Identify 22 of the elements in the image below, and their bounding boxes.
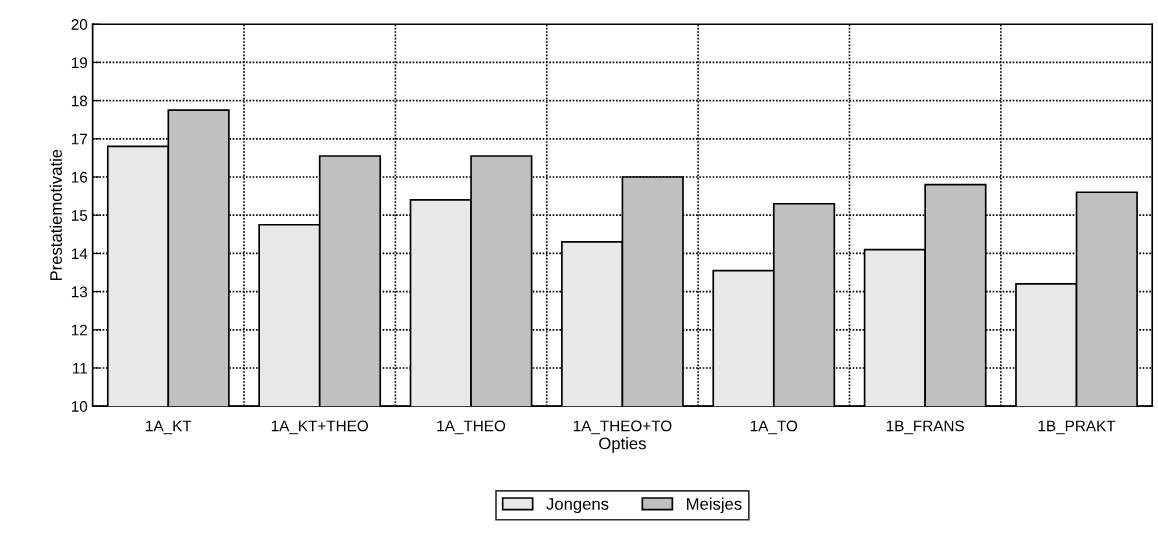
y-tick-label: 19 [71,57,88,69]
y-axis-title: Prestatiemotivatie [49,149,62,281]
y-tick-label: 18 [71,95,88,107]
x-tick-label: 1A_THEO [437,420,506,435]
y-tick-label: 14 [71,248,88,259]
y-tick-label: 15 [71,210,88,221]
y-tick-label: 17 [71,133,88,145]
x-tick-label: 1B_PRAKT [1038,420,1116,435]
x-tick-label: 1A_THEO+TO [573,420,672,435]
legend-label: Meisjes [687,497,742,514]
y-tick-label: 16 [71,171,88,183]
x-tick-label: 1A_TO [750,420,798,435]
y-tick-label: 12 [71,324,88,336]
x-axis-title: Opties [599,437,646,453]
x-tick-label: 1B_FRANS [886,420,964,435]
x-tick-label: 1A_KT+THEO [271,420,368,435]
y-tick-label: 10 [71,401,88,412]
legend-label: Jongens [546,498,609,514]
y-tick-label: 13 [71,286,88,298]
x-tick-label: 1A_KT [146,420,192,435]
y-tick-label: 20 [71,19,88,30]
y-tick-label: 11 [73,363,88,374]
